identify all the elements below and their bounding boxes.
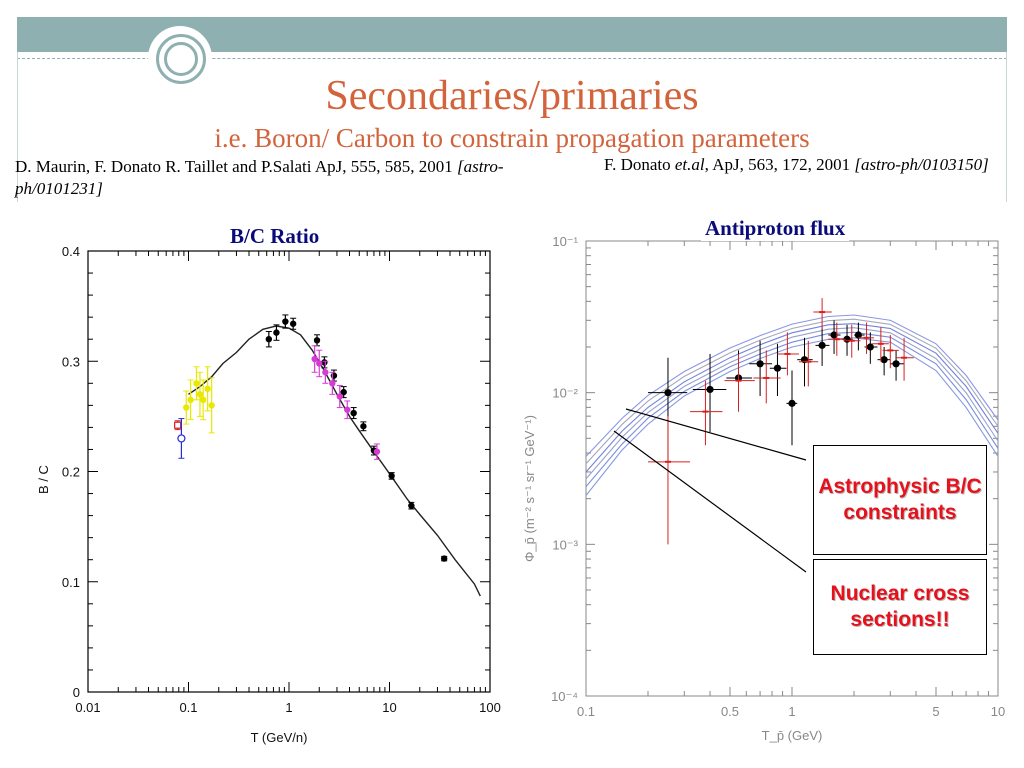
- pbar-model-curve: [585, 327, 999, 480]
- pbar-y-tick-label: 10⁻¹: [552, 234, 578, 249]
- bc-x-axis-label: T (GeV/n): [251, 730, 308, 745]
- bc-point-magenta: [336, 393, 343, 400]
- bc-point-magenta: [311, 355, 318, 363]
- pointer-line-astro: [625, 408, 807, 461]
- slide-subtitle: i.e. Boron/ Carbon to constrain propagat…: [214, 123, 810, 153]
- pbar-y-tick-label: 10⁻⁴: [551, 689, 578, 704]
- pbar-x-axis-label: T_p̄ (GeV): [762, 728, 823, 743]
- bc-x-tick-label: 1: [285, 700, 292, 715]
- bc-point-yellow: [183, 404, 190, 411]
- pbar-x-tick-label: 0.5: [721, 704, 739, 719]
- callout-astrophysic: Astrophysic B/C constraints: [813, 445, 987, 555]
- bc-point-yellow: [208, 402, 215, 409]
- reference-right-arxiv: [astro-ph/0103150]: [854, 155, 989, 174]
- pbar-point-black: [866, 343, 874, 351]
- bc-point-black: [408, 502, 415, 509]
- reference-right: F. Donato et.al, ApJ, 563, 172, 2001 [as…: [604, 154, 989, 176]
- pbar-model-curve: [585, 318, 999, 465]
- pbar-x-tick-label: 1: [788, 704, 795, 719]
- pbar-y-tick-label: 10⁻³: [552, 537, 578, 552]
- reference-left-text: D. Maurin, F. Donato R. Taillet and P.Sa…: [15, 157, 457, 176]
- bc-ratio-chart: 0.01 0.1 1 10 100 0 0.1 0.2 0.3 0.4 T (GeV/n) B / C: [14, 230, 509, 768]
- bc-point-magenta: [322, 369, 329, 376]
- pbar-point-black: [854, 331, 862, 339]
- pbar-point-black: [818, 341, 826, 349]
- bc-point-yellow: [193, 380, 200, 387]
- reference-right-author: F. Donato: [604, 155, 675, 174]
- bc-point-magenta: [329, 380, 336, 387]
- left-frame-line: [17, 52, 18, 202]
- slide-title: Secondaries/primaries: [325, 73, 699, 119]
- pbar-x-tick-label: 5: [932, 704, 939, 719]
- bc-ratio-label: B/C Ratio: [226, 224, 324, 249]
- bc-y-tick-label: 0.2: [62, 465, 80, 480]
- reference-left: D. Maurin, F. Donato R. Taillet and P.Sa…: [15, 156, 545, 200]
- pbar-point-black: [880, 356, 888, 364]
- bc-point-black: [350, 409, 357, 417]
- bc-y-tick-label: 0: [73, 685, 80, 700]
- bc-x-tick-label: 10: [382, 700, 396, 715]
- bc-point-yellow: [196, 391, 204, 398]
- right-frame-line: [1006, 52, 1007, 202]
- bc-point-magenta: [344, 406, 351, 413]
- bc-x-tick-label: 0.01: [75, 700, 100, 715]
- pbar-point-black: [664, 389, 672, 397]
- pbar-y-tick-label: 10⁻²: [552, 386, 578, 401]
- bc-point-black: [265, 336, 273, 343]
- reference-right-etal: et.al: [674, 155, 705, 174]
- pbar-model-curve: [585, 331, 999, 488]
- bc-point-black: [289, 320, 297, 327]
- bc-point-black: [440, 555, 448, 562]
- pbar-point-black: [892, 360, 900, 368]
- callout-nuclear: Nuclear cross sections!!: [813, 559, 987, 655]
- bc-x-tick-label: 0.1: [179, 700, 197, 715]
- antiproton-flux-label: Antiproton flux: [701, 216, 850, 241]
- bc-point-yellow: [187, 396, 194, 404]
- pbar-point-black: [788, 399, 796, 407]
- bc-y-tick-label: 0.3: [62, 354, 80, 369]
- circle-ring-inner: [164, 42, 198, 76]
- bc-point-yellow: [204, 385, 211, 393]
- pbar-x-tick-label: 10: [991, 704, 1005, 719]
- pbar-y-axis-label: Φ_p̄ (m⁻² s⁻¹ sr⁻¹ GeV⁻¹): [522, 415, 537, 562]
- header-divider: [17, 58, 1007, 59]
- bc-point-black: [340, 388, 347, 396]
- bc-point-magenta: [316, 360, 323, 367]
- bc-point-blue: [177, 434, 186, 443]
- bc-y-axis-label: B / C: [36, 465, 51, 494]
- pbar-x-tick-label: 0.1: [577, 704, 595, 719]
- bc-point-black: [273, 329, 280, 336]
- pointer-line-nuclear: [613, 430, 807, 573]
- pbar-point-black: [756, 360, 764, 368]
- pbar-point-black: [706, 385, 714, 394]
- bc-point-black: [282, 318, 289, 325]
- pbar-model-curve: [585, 323, 999, 473]
- pbar-point-black: [773, 364, 782, 372]
- bc-y-tick-label: 0.4: [62, 244, 80, 259]
- bc-plot-background: [14, 230, 509, 768]
- reference-right-journal: , ApJ, 563, 172, 2001: [704, 155, 855, 174]
- bc-x-tick-label: 100: [479, 700, 501, 715]
- bc-y-tick-label: 0.1: [62, 575, 80, 590]
- bc-point-black: [360, 423, 367, 430]
- pbar-model-curve: [585, 314, 999, 457]
- bc-point-red: [174, 421, 182, 429]
- bc-point-magenta: [373, 448, 381, 455]
- bc-model-curve: [188, 325, 481, 597]
- bc-point-black: [313, 337, 321, 344]
- reference-left-arxiv: [astro-ph/0101231]: [15, 157, 504, 198]
- bc-point-yellow: [199, 396, 207, 404]
- bc-point-black: [388, 472, 395, 480]
- pbar-point-black: [830, 331, 838, 339]
- pbar-model-curve: [585, 337, 999, 496]
